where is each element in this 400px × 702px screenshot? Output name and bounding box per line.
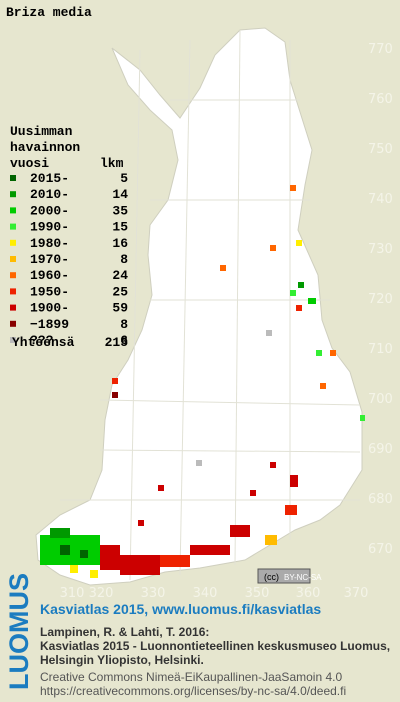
grid-y-label: 720 — [368, 292, 393, 307]
legend-count: 16 — [112, 236, 128, 251]
legend-swatch — [10, 239, 16, 246]
legend-swatch — [10, 272, 16, 279]
grid-x-label: 310 — [60, 586, 85, 601]
grid-y-label: 730 — [368, 242, 393, 257]
legend-count: 14 — [112, 187, 128, 202]
citation-line: Kasviatlas 2015 - Luonnontieteellinen ke… — [40, 639, 390, 653]
legend-swatch — [10, 175, 16, 181]
species-title: Briza media — [6, 5, 92, 20]
grid-x-label: 320 — [89, 586, 114, 601]
legend-label: 1900- — [30, 301, 69, 316]
grid-y-label: 680 — [368, 492, 393, 507]
grid-x-label: 370 — [344, 586, 369, 601]
legend-label: 1980- — [30, 236, 69, 251]
legend-swatch — [10, 320, 16, 327]
legend-count: 24 — [112, 268, 128, 283]
headline: Kasviatlas 2015, www.luomus.fi/kasviatla… — [40, 601, 321, 617]
legend-label: 1990- — [30, 220, 69, 235]
grid-x-label: 330 — [141, 586, 166, 601]
legend-swatch — [10, 223, 16, 230]
grid-y-label: 770 — [368, 42, 393, 57]
license-line: https://creativecommons.org/licenses/by-… — [40, 684, 346, 698]
grid-y-label: 710 — [368, 342, 393, 357]
license-badge-text: BY-NC-SA — [284, 573, 322, 582]
legend-total: 215 — [105, 335, 129, 350]
citation-line: Helsingin Yliopisto, Helsinki. — [40, 653, 204, 667]
legend-header: havainnon — [10, 140, 80, 155]
legend-count: 8 — [120, 252, 128, 267]
license-line: Creative Commons Nimeä-EiKaupallinen-Jaa… — [40, 670, 342, 684]
grid-y-label: 760 — [368, 92, 393, 107]
legend-count: 6 — [120, 333, 128, 348]
legend-header: Uusimman — [10, 124, 73, 139]
legend-swatch — [10, 304, 16, 311]
legend-label: 2015- — [30, 171, 69, 186]
grid-y-label: 750 — [368, 142, 393, 157]
legend-col-year: vuosi — [10, 156, 49, 171]
grid-x-label: 360 — [296, 586, 321, 601]
legend-col-count: lkm — [100, 156, 124, 171]
citation-line: Lampinen, R. & Lahti, T. 2016: — [40, 625, 209, 639]
legend-label: 1960- — [30, 268, 69, 283]
legend-label: 1950- — [30, 284, 69, 299]
brand: LUOMUS — [4, 573, 34, 690]
legend-label: −1899 — [30, 317, 69, 332]
license-badge: (cc) BY-NC-SA — [257, 568, 322, 584]
legend-swatch — [10, 191, 16, 198]
grid-y-label: 700 — [368, 392, 393, 407]
legend-label: ??? — [30, 333, 54, 348]
legend-count: 59 — [112, 301, 128, 316]
legend-count: 15 — [112, 220, 128, 235]
grid-x-label: 340 — [193, 586, 218, 601]
observation-squares — [40, 185, 365, 578]
grid — [60, 29, 361, 581]
grid-y-label: 740 — [368, 192, 393, 207]
legend-count: 5 — [120, 171, 128, 186]
legend-count: 35 — [112, 203, 128, 218]
legend-swatch — [10, 256, 16, 262]
legend-label: 1970- — [30, 252, 69, 267]
legend-label: 2010- — [30, 187, 69, 202]
finland-map — [35, 27, 363, 586]
legend-total-label: Yhteensä — [12, 335, 75, 350]
legend-swatch — [10, 288, 16, 295]
legend-label: 2000- — [30, 203, 69, 218]
legend-swatch — [10, 207, 16, 214]
grid-y-label: 670 — [368, 542, 393, 557]
grid-y-label: 690 — [368, 442, 393, 457]
grid-x-label: 350 — [245, 586, 270, 601]
svg-text:(cc): (cc) — [264, 572, 279, 582]
legend-count: 25 — [112, 284, 128, 299]
legend-count: 8 — [120, 317, 128, 332]
legend-swatch — [10, 337, 16, 343]
